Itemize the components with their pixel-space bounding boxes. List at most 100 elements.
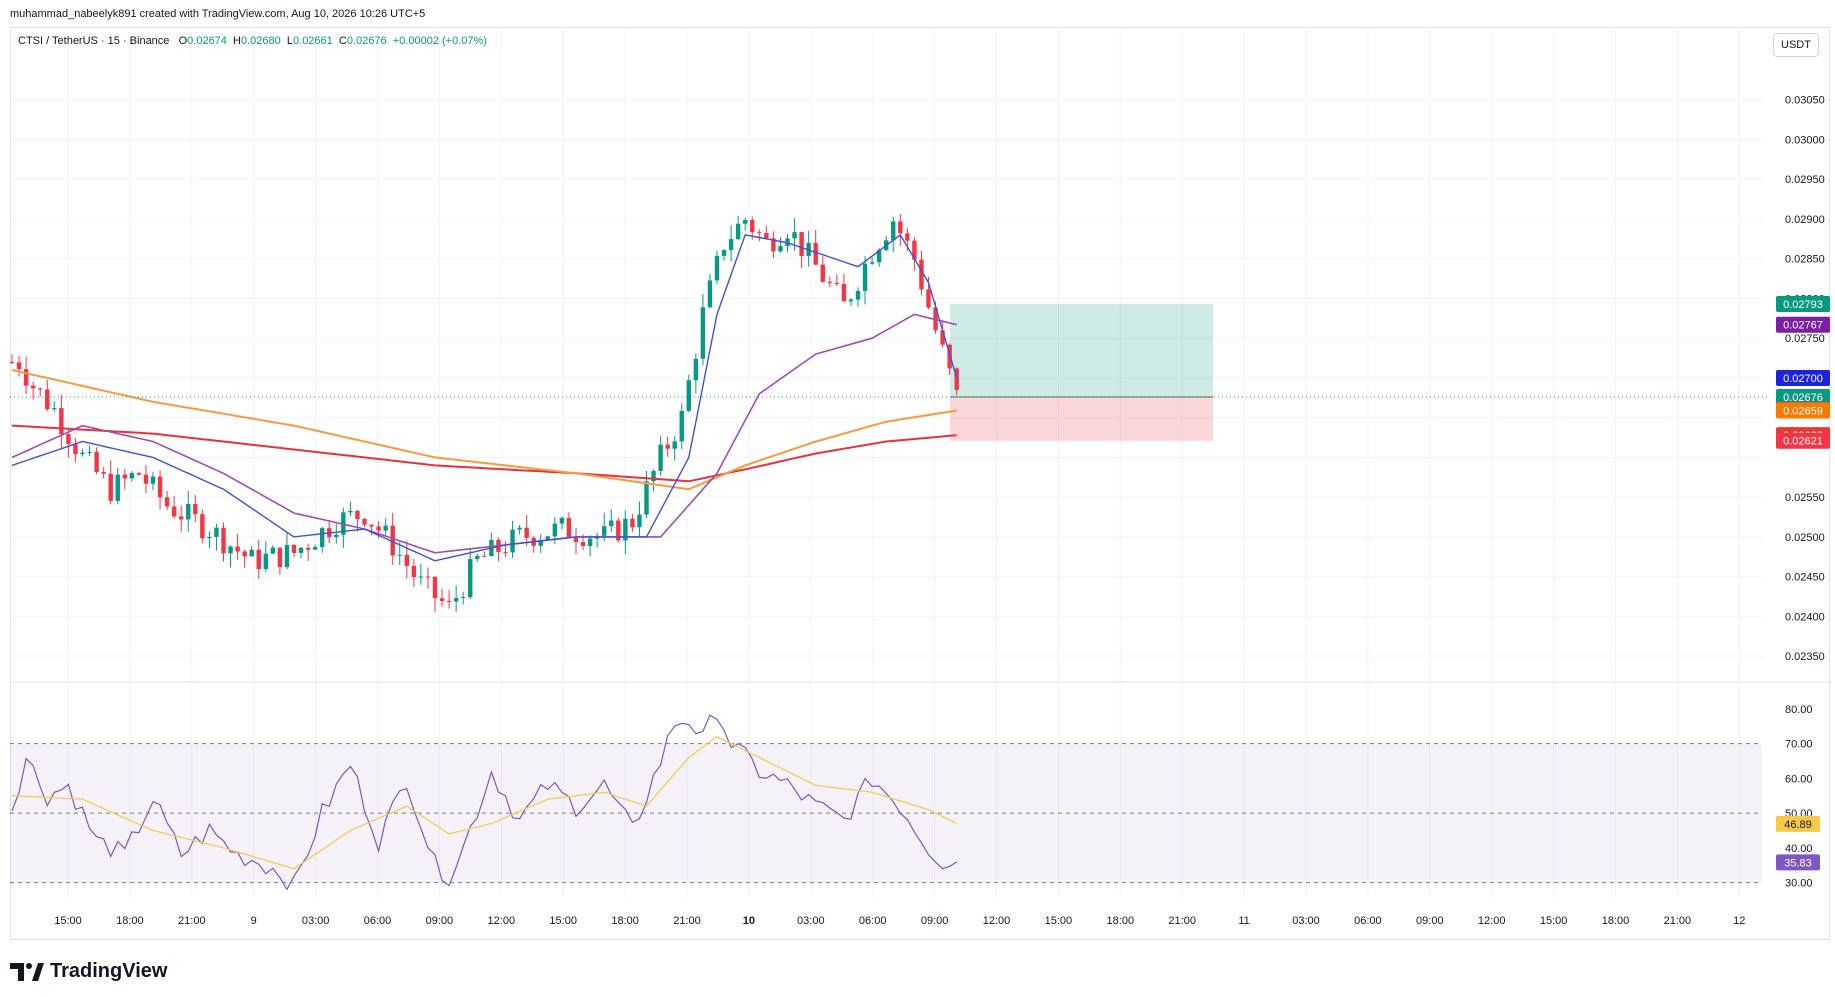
candle-body[interactable] <box>707 280 713 308</box>
candle-body[interactable] <box>186 504 191 520</box>
candle-body[interactable] <box>383 525 388 531</box>
candle-body[interactable] <box>482 555 487 557</box>
candle-body[interactable] <box>771 238 776 252</box>
candle-body[interactable] <box>841 283 847 302</box>
candle-body[interactable] <box>38 388 43 390</box>
candle-body[interactable] <box>517 527 522 530</box>
candle-body[interactable] <box>714 255 720 281</box>
candle-body[interactable] <box>468 559 473 598</box>
candle-body[interactable] <box>136 473 142 475</box>
candle-body[interactable] <box>658 444 663 471</box>
candle-body[interactable] <box>919 259 924 290</box>
candle-body[interactable] <box>23 369 29 386</box>
candle-body[interactable] <box>87 451 92 453</box>
candle-body[interactable] <box>750 220 755 233</box>
candle-body[interactable] <box>898 221 903 234</box>
candle-body[interactable] <box>848 299 854 302</box>
candle-body[interactable] <box>59 408 64 435</box>
candle-body[interactable] <box>277 547 283 568</box>
candle-body[interactable] <box>475 555 480 560</box>
candle-body[interactable] <box>235 546 240 552</box>
candle-body[interactable] <box>524 527 529 538</box>
candle-body[interactable] <box>193 504 198 515</box>
candle-body[interactable] <box>757 232 762 234</box>
candle-body[interactable] <box>721 249 727 256</box>
candle-body[interactable] <box>179 516 184 520</box>
candle-body[interactable] <box>298 547 304 553</box>
candle-body[interactable] <box>552 523 558 537</box>
candle-body[interactable] <box>735 223 741 240</box>
candle-body[interactable] <box>545 536 550 540</box>
candle-body[interactable] <box>891 221 896 241</box>
take-profit-zone[interactable] <box>950 304 1213 398</box>
candle-body[interactable] <box>80 452 85 455</box>
candle-body[interactable] <box>665 444 670 449</box>
candle-body[interactable] <box>249 549 254 557</box>
candle-body[interactable] <box>926 289 931 308</box>
candle-body[interactable] <box>799 232 804 257</box>
candle-body[interactable] <box>207 536 212 539</box>
candle-body[interactable] <box>228 546 233 554</box>
candle-body[interactable] <box>700 307 706 359</box>
candle-body[interactable] <box>728 239 734 250</box>
candle-body[interactable] <box>439 598 445 601</box>
candle-body[interactable] <box>587 538 593 547</box>
candle-body[interactable] <box>214 527 219 537</box>
candle-body[interactable] <box>425 576 431 578</box>
candle-body[interactable] <box>320 528 325 548</box>
candle-body[interactable] <box>221 527 226 554</box>
candle-body[interactable] <box>432 576 438 599</box>
candle-body[interactable] <box>954 368 959 390</box>
tradingview-brand[interactable]: TradingView <box>10 960 167 983</box>
currency-button[interactable]: USDT <box>1773 33 1819 57</box>
candle-body[interactable] <box>912 240 917 260</box>
candle-body[interactable] <box>446 600 452 602</box>
candle-body[interactable] <box>905 233 910 241</box>
candle-body[interactable] <box>9 362 15 364</box>
candle-body[interactable] <box>566 517 572 538</box>
candle-body[interactable] <box>200 514 205 539</box>
candle-body[interactable] <box>263 553 268 570</box>
candle-body[interactable] <box>855 290 861 300</box>
candle-body[interactable] <box>637 514 642 528</box>
candle-body[interactable] <box>580 541 586 547</box>
candle-body[interactable] <box>45 389 50 410</box>
candle-body[interactable] <box>73 444 78 455</box>
candle-body[interactable] <box>66 434 71 445</box>
candle-body[interactable] <box>150 476 156 484</box>
candle-body[interactable] <box>256 549 261 570</box>
candle-body[interactable] <box>171 506 177 517</box>
candle-body[interactable] <box>743 220 748 224</box>
candle-body[interactable] <box>778 246 783 252</box>
candle-body[interactable] <box>644 481 649 515</box>
candle-body[interactable] <box>609 520 614 527</box>
candle-body[interactable] <box>862 263 868 291</box>
symbol-name[interactable]: CTSI / TetherUS · 15 · Binance <box>18 35 170 47</box>
candle-body[interactable] <box>876 250 882 263</box>
candle-body[interactable] <box>129 473 135 479</box>
candle-body[interactable] <box>143 474 149 484</box>
candle-body[interactable] <box>164 497 170 507</box>
candle-body[interactable] <box>623 518 628 541</box>
candle-body[interactable] <box>30 385 36 389</box>
candle-body[interactable] <box>369 524 374 527</box>
candle-body[interactable] <box>157 476 163 498</box>
candle-body[interactable] <box>355 511 360 519</box>
candle-body[interactable] <box>94 451 99 473</box>
candle-body[interactable] <box>792 232 797 239</box>
candle-body[interactable] <box>16 362 22 370</box>
candle-body[interactable] <box>122 474 127 479</box>
candle-body[interactable] <box>940 330 945 345</box>
stop-loss-zone[interactable] <box>950 397 1213 441</box>
candle-body[interactable] <box>390 525 395 556</box>
candle-body[interactable] <box>679 410 684 442</box>
candle-body[interactable] <box>404 554 409 566</box>
candle-body[interactable] <box>651 470 656 482</box>
candle-body[interactable] <box>453 598 459 602</box>
candle-body[interactable] <box>616 520 621 541</box>
candle-body[interactable] <box>397 554 402 556</box>
candle-body[interactable] <box>334 534 339 538</box>
candle-body[interactable] <box>510 529 515 553</box>
candle-body[interactable] <box>693 358 699 381</box>
